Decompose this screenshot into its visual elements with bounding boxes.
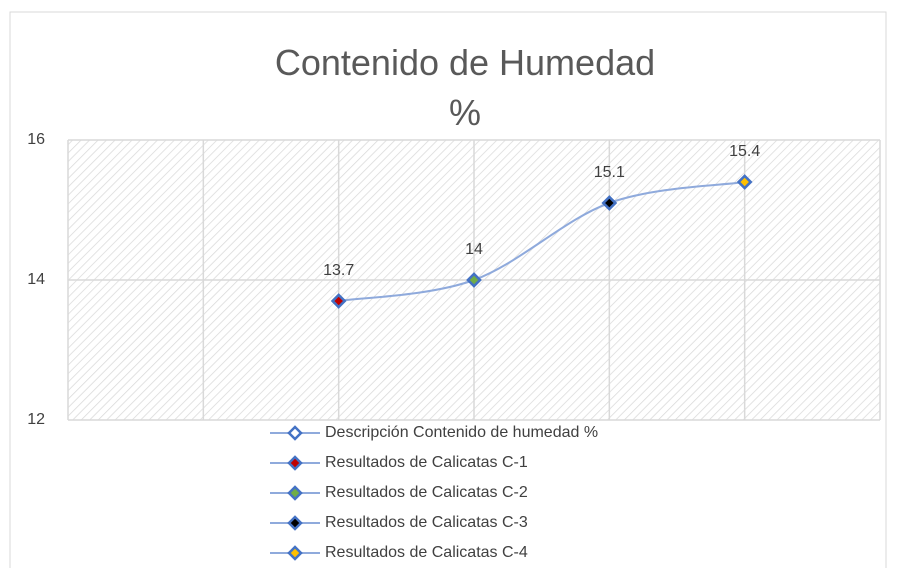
- y-tick-label: 16: [27, 131, 45, 148]
- y-tick-label: 14: [27, 271, 45, 288]
- legend-marker: [287, 515, 303, 531]
- marker: [736, 174, 753, 190]
- data-label: 13.7: [323, 262, 354, 279]
- chart-title: Contenido de Humedad %: [274, 42, 656, 133]
- y-tick-label: 12: [27, 411, 45, 428]
- legend-label: Resultados de Calicatas C-2: [325, 484, 528, 501]
- marker: [330, 293, 347, 309]
- legend-label: Resultados de Calicatas C-4: [325, 544, 528, 561]
- legend-label: Resultados de Calicatas C-1: [325, 454, 528, 471]
- legend-marker: [287, 545, 303, 561]
- legend-marker: [287, 455, 303, 471]
- data-label: 15.1: [594, 164, 625, 181]
- data-label: 14: [465, 241, 483, 258]
- series-line: [338, 181, 745, 302]
- legend-marker: [287, 485, 303, 501]
- marker: [466, 272, 482, 288]
- legend-marker: [287, 425, 303, 441]
- legend-label: Resultados de Calicatas C-3: [325, 514, 528, 531]
- data-label: 15.4: [729, 143, 760, 160]
- legend-label: Descripción Contenido de humedad %: [325, 424, 598, 441]
- marker: [601, 195, 618, 211]
